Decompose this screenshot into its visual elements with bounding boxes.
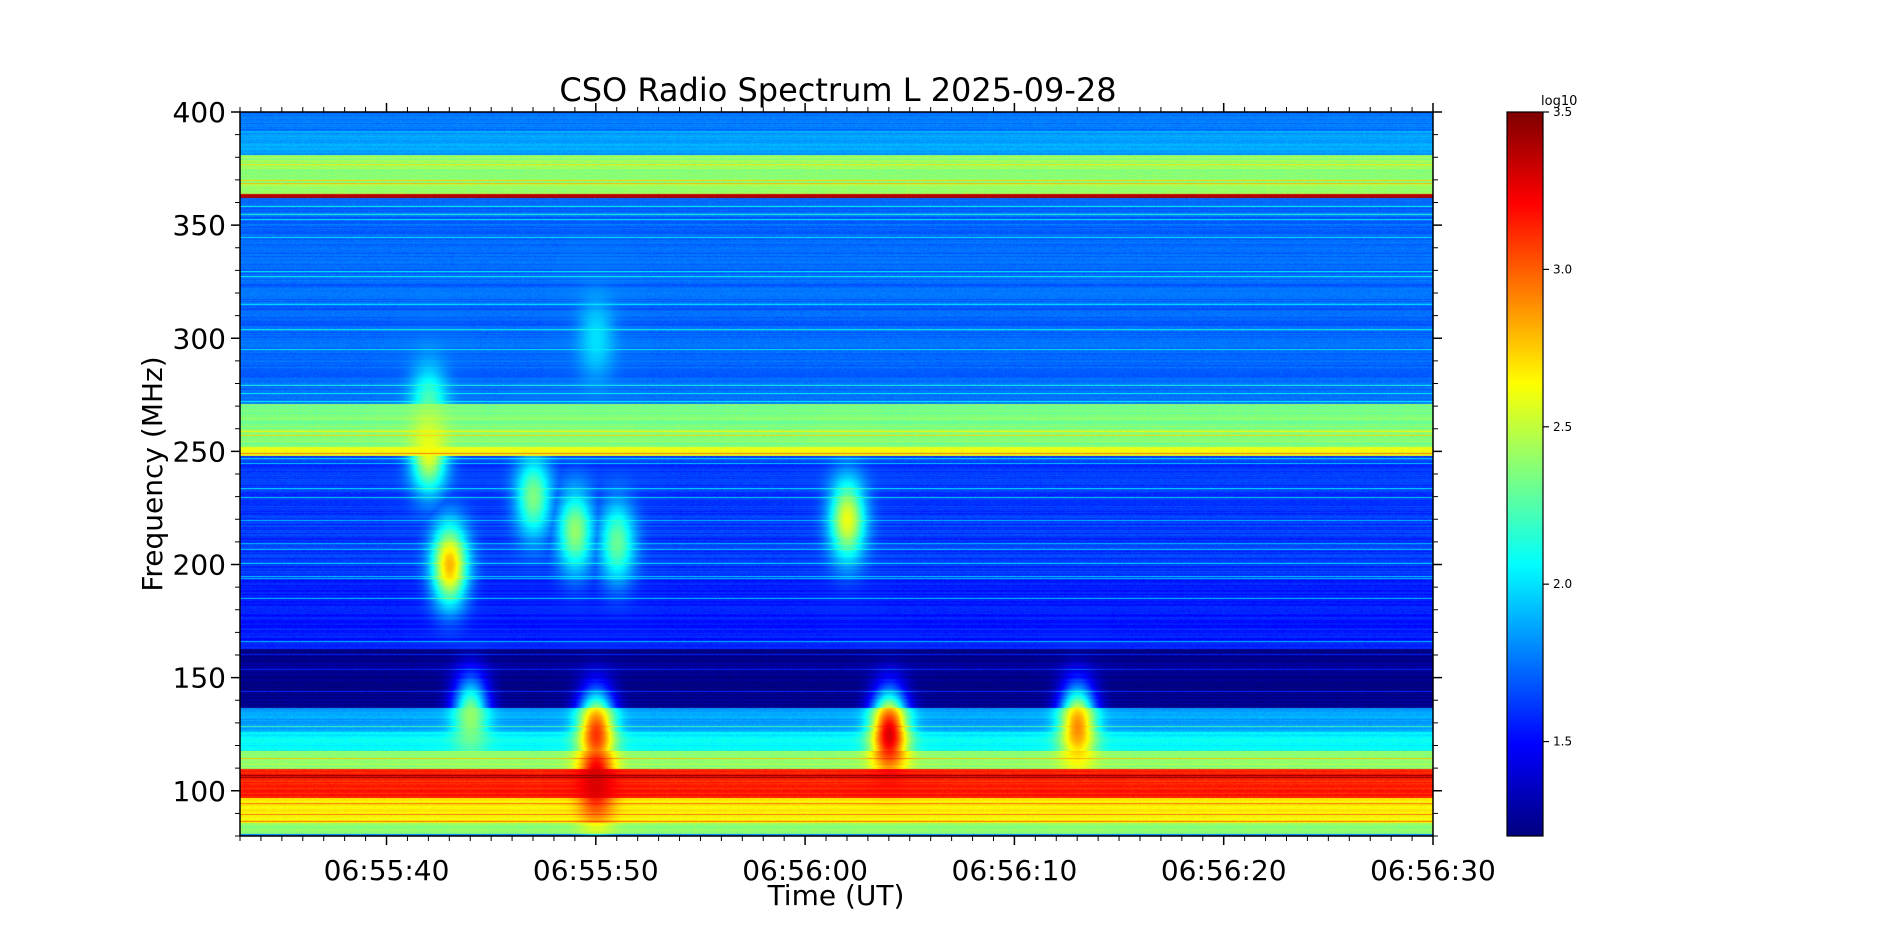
y-tick-label: 150 bbox=[173, 662, 226, 695]
spectrogram-heatmap bbox=[240, 112, 1433, 836]
y-tick-label: 300 bbox=[173, 322, 226, 355]
colorbar-tick-label: 3.5 bbox=[1553, 105, 1572, 119]
x-tick-label: 06:56:30 bbox=[1370, 854, 1496, 887]
x-axis: 06:55:40 06:55:50 06:56:00 06:56:10 06:56:20… bbox=[239, 103, 1496, 887]
colorbar-tick-label: 2.5 bbox=[1553, 420, 1572, 434]
chart-title: CSO Radio Spectrum L 2025-09-28 bbox=[559, 71, 1116, 109]
y-tick-label: 350 bbox=[173, 209, 226, 242]
x-tick-label: 06:55:50 bbox=[533, 854, 659, 887]
x-tick-label: 06:55:40 bbox=[324, 854, 450, 887]
y-axis-label: Frequency (MHz) bbox=[136, 356, 169, 591]
colorbar-tick-label: 3.0 bbox=[1553, 262, 1572, 276]
colorbar-label: log10 bbox=[1541, 94, 1577, 109]
colorbar-tick-label: 1.5 bbox=[1553, 735, 1572, 749]
y-tick-label: 100 bbox=[173, 775, 226, 808]
x-tick-label: 06:56:00 bbox=[742, 854, 868, 887]
colorbar-tick-label: 2.0 bbox=[1553, 577, 1572, 591]
x-tick-label: 06:56:10 bbox=[952, 854, 1078, 887]
y-tick-label: 400 bbox=[173, 96, 226, 129]
y-tick-label: 250 bbox=[173, 435, 226, 468]
y-tick-label: 200 bbox=[173, 549, 226, 582]
y-axis: 100 150 200 250 300 350 400 bbox=[173, 96, 1442, 837]
colorbar: log10 1.5 2.0 2.5 3.0 3.5 bbox=[1506, 94, 1577, 837]
x-axis-label: Time (UT) bbox=[767, 879, 905, 912]
colorbar-gradient bbox=[1507, 112, 1543, 836]
x-tick-label: 06:56:20 bbox=[1161, 854, 1287, 887]
